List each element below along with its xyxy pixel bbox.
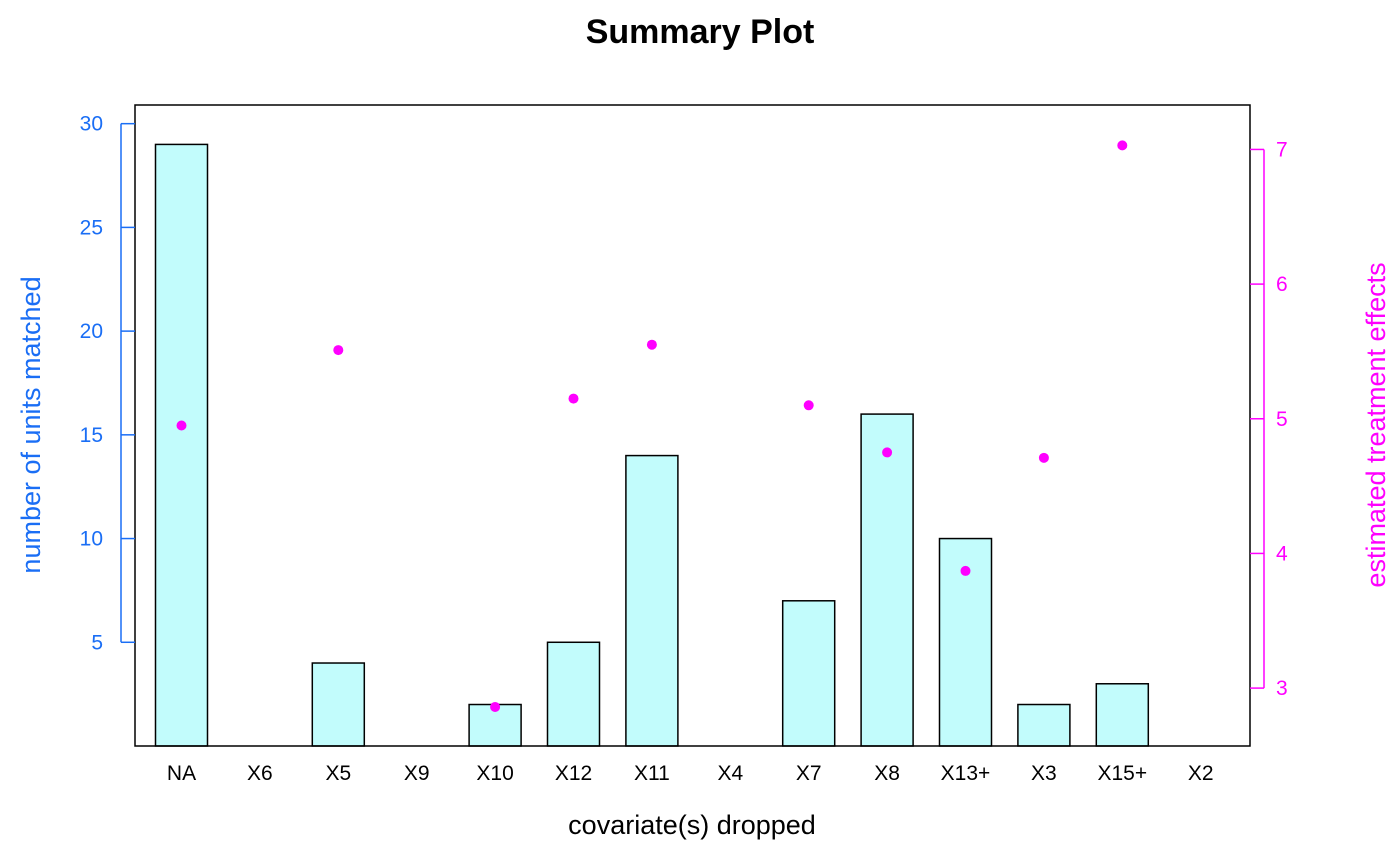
- bars-layer: [154, 143, 1150, 747]
- x-tick-label: X9: [404, 762, 430, 785]
- x-tick-label: NA: [167, 762, 196, 785]
- x-tick-label: X3: [1031, 762, 1057, 785]
- points-layer: [176, 140, 1128, 712]
- right-tick-label: 4: [1276, 542, 1288, 565]
- x-axis: NA X6 X5 X9 X10 X12 X11 X4 X7 X8 X13+ X3 X15+ X2: [167, 762, 1214, 785]
- point-X13+: [960, 565, 971, 576]
- point-X12: [568, 393, 579, 404]
- bar-X15+: [1095, 683, 1150, 747]
- x-tick-label: X11: [634, 762, 670, 785]
- x-tick-label: X6: [247, 762, 273, 785]
- left-tick-label: 30: [80, 113, 103, 136]
- x-tick-label: X4: [717, 762, 743, 785]
- x-tick-label: X10: [476, 762, 513, 785]
- left-axis: 5 10 15 20 25 30: [80, 113, 135, 654]
- left-tick-label: 10: [80, 528, 103, 551]
- chart-title: Summary Plot: [586, 13, 815, 51]
- point-X15+: [1117, 140, 1128, 151]
- left-axis-label: number of units matched: [16, 276, 46, 573]
- bar-X7: [781, 600, 836, 747]
- x-axis-label: covariate(s) dropped: [568, 810, 816, 840]
- bar-X11: [625, 454, 679, 747]
- x-tick-label: X8: [874, 762, 900, 785]
- bar-NA: [154, 143, 209, 747]
- bar-X12: [546, 641, 601, 747]
- right-axis: 3 4 5 6 7: [1250, 138, 1288, 700]
- bar-X8: [860, 413, 914, 747]
- point-X10: [490, 701, 501, 712]
- left-tick-label: 5: [91, 631, 103, 654]
- x-tick-label: X12: [555, 762, 592, 785]
- x-tick-label: X15+: [1097, 762, 1147, 785]
- right-tick-label: 7: [1276, 138, 1288, 161]
- right-axis-label: estimated treatment effects: [1361, 262, 1391, 587]
- left-tick-label: 15: [80, 424, 103, 447]
- left-tick-label: 20: [80, 320, 103, 343]
- point-X5: [333, 345, 344, 356]
- bar-X3: [1017, 703, 1071, 747]
- right-tick-label: 6: [1276, 273, 1288, 296]
- point-NA: [176, 420, 187, 431]
- plot-frame: [134, 104, 1251, 747]
- point-X3: [1038, 452, 1049, 463]
- right-tick-label: 3: [1276, 677, 1288, 700]
- x-tick-label: X5: [325, 762, 351, 785]
- x-tick-label: X13+: [941, 762, 991, 785]
- bar-X5: [311, 662, 366, 747]
- point-X11: [646, 339, 657, 350]
- point-X8: [882, 447, 893, 458]
- right-tick-label: 5: [1276, 408, 1288, 431]
- x-tick-label: X7: [796, 762, 822, 785]
- point-X7: [803, 400, 814, 411]
- left-tick-label: 25: [80, 216, 103, 239]
- x-tick-label: X2: [1188, 762, 1214, 785]
